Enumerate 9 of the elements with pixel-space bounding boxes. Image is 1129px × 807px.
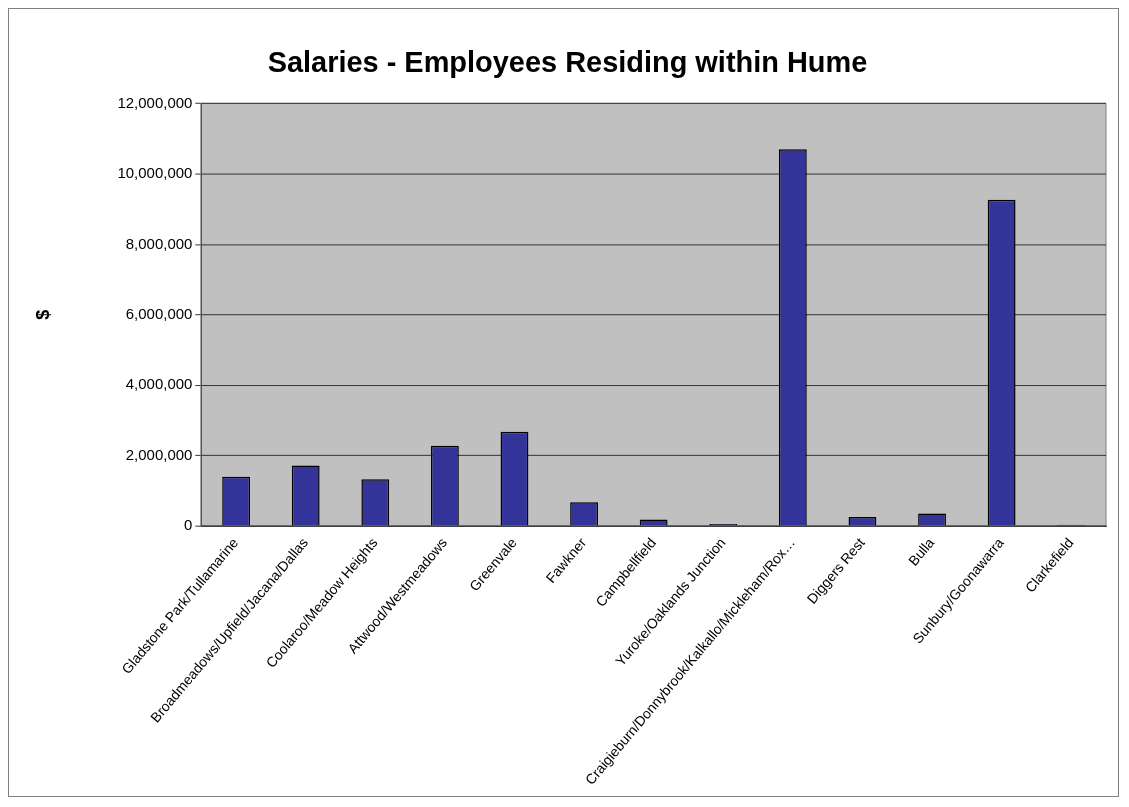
- y-tick-label: 8,000,000: [125, 234, 193, 252]
- y-tick-label: 12,000,000: [117, 93, 193, 111]
- y-tick-label: 4,000,000: [125, 375, 193, 393]
- y-tick-label: 10,000,000: [117, 164, 193, 182]
- y-tick-label: 2,000,000: [125, 445, 193, 463]
- chart-title: Salaries - Employees Residing within Hume: [267, 46, 868, 79]
- y-axis-title: $: [32, 309, 53, 320]
- y-tick-label: 0: [184, 516, 193, 534]
- y-tick-label: 6,000,000: [125, 304, 193, 322]
